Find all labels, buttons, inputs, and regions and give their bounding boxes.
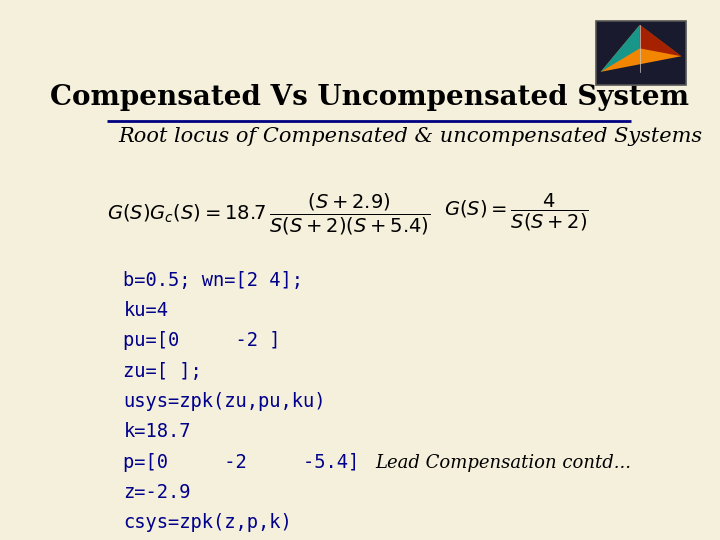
Text: Compensated Vs Uncompensated System: Compensated Vs Uncompensated System [50, 84, 688, 111]
Text: zu=[ ];: zu=[ ]; [124, 362, 202, 381]
Text: p=[0     -2     -5.4]: p=[0 -2 -5.4] [124, 453, 360, 472]
Polygon shape [640, 25, 681, 56]
Text: csys=zpk(z,p,k): csys=zpk(z,p,k) [124, 514, 292, 532]
Text: Root locus of Compensated & uncompensated Systems: Root locus of Compensated & uncompensate… [118, 127, 702, 146]
Text: ku=4: ku=4 [124, 301, 168, 320]
Polygon shape [600, 25, 681, 72]
Text: b=0.5; wn=[2 4];: b=0.5; wn=[2 4]; [124, 271, 304, 289]
Text: k=18.7: k=18.7 [124, 422, 191, 441]
Text: z=-2.9: z=-2.9 [124, 483, 191, 502]
Text: $G(S) = \dfrac{4}{S(S+2)}$: $G(S) = \dfrac{4}{S(S+2)}$ [444, 192, 589, 233]
Polygon shape [600, 25, 640, 72]
Text: usys=zpk(zu,pu,ku): usys=zpk(zu,pu,ku) [124, 392, 326, 411]
Text: $G(S)G_c(S) = 18.7\,\dfrac{(S+2.9)}{S(S+2)(S+5.4)}$: $G(S)G_c(S) = 18.7\,\dfrac{(S+2.9)}{S(S+… [107, 192, 430, 237]
Text: Lead Compensation contd...: Lead Compensation contd... [375, 454, 631, 472]
Text: pu=[0     -2 ]: pu=[0 -2 ] [124, 332, 281, 350]
Bar [596, 21, 686, 85]
